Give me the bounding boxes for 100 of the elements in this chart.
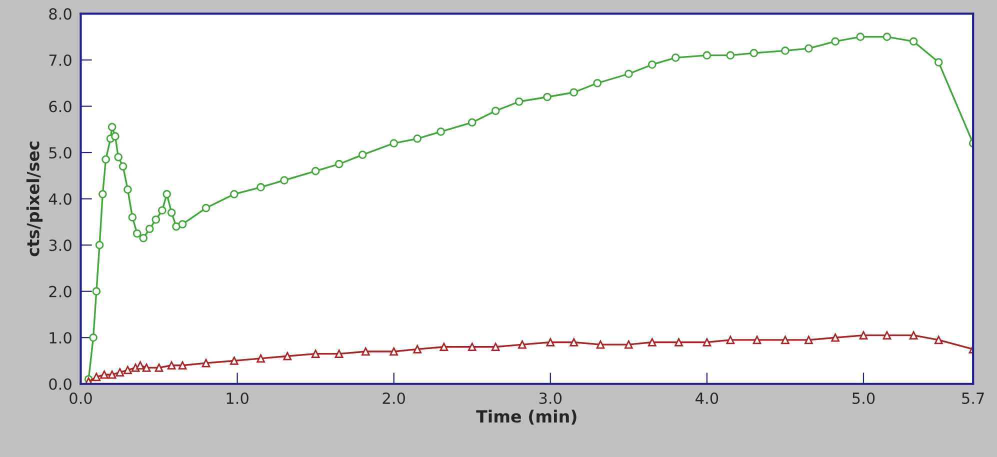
point bbox=[624, 70, 633, 78]
y-tick-label: 5.0 bbox=[49, 146, 72, 159]
x-tick-label: 5.7 bbox=[962, 392, 984, 404]
point bbox=[280, 176, 288, 184]
point bbox=[702, 51, 712, 60]
point bbox=[100, 370, 108, 379]
y-tick-label: 0.0 bbox=[49, 378, 72, 390]
point bbox=[152, 215, 160, 224]
point bbox=[116, 368, 124, 376]
point bbox=[390, 347, 398, 356]
x-tick-label: 1.0 bbox=[226, 392, 248, 404]
y-tick-label: 4.0 bbox=[48, 193, 72, 205]
point bbox=[108, 122, 116, 132]
point bbox=[358, 150, 367, 160]
x-tick-label: 2.0 bbox=[382, 392, 405, 404]
y-tick-label: 6.0 bbox=[49, 100, 72, 112]
point bbox=[167, 361, 176, 370]
point bbox=[230, 356, 238, 365]
point bbox=[145, 224, 154, 234]
y-tick-label: 8.0 bbox=[49, 8, 72, 20]
point bbox=[172, 222, 180, 231]
x-tick-label: 0.0 bbox=[70, 392, 92, 404]
point bbox=[142, 364, 151, 372]
point bbox=[750, 48, 758, 58]
point bbox=[167, 208, 176, 217]
point bbox=[856, 32, 865, 42]
point bbox=[648, 338, 656, 346]
point bbox=[859, 331, 868, 340]
y-tick-label: 3.0 bbox=[49, 240, 72, 252]
point bbox=[114, 152, 122, 162]
point bbox=[311, 350, 320, 358]
point bbox=[92, 372, 101, 382]
point bbox=[89, 333, 98, 342]
point bbox=[702, 338, 712, 346]
point bbox=[162, 190, 172, 198]
point bbox=[128, 213, 137, 222]
point bbox=[804, 44, 813, 53]
point bbox=[593, 78, 602, 88]
point bbox=[92, 287, 101, 296]
point bbox=[436, 128, 445, 136]
point bbox=[671, 54, 680, 62]
point bbox=[139, 234, 148, 242]
point bbox=[546, 338, 555, 346]
point bbox=[178, 361, 187, 370]
point bbox=[752, 336, 762, 344]
point bbox=[596, 340, 605, 349]
point bbox=[514, 97, 524, 106]
point bbox=[95, 240, 104, 250]
point bbox=[543, 92, 552, 102]
point bbox=[726, 336, 735, 344]
point bbox=[781, 336, 790, 344]
point bbox=[154, 364, 164, 372]
point bbox=[158, 206, 166, 215]
point bbox=[230, 190, 238, 198]
point bbox=[390, 139, 398, 148]
point bbox=[362, 347, 370, 356]
point bbox=[909, 37, 918, 46]
point bbox=[178, 220, 187, 228]
point bbox=[674, 338, 683, 346]
point bbox=[648, 60, 656, 69]
point bbox=[570, 88, 578, 97]
point bbox=[283, 352, 292, 360]
x-tick-label: 4.0 bbox=[696, 392, 718, 404]
point bbox=[311, 166, 320, 176]
point bbox=[882, 331, 892, 340]
y-tick-label: 7.0 bbox=[49, 54, 72, 66]
point bbox=[570, 338, 578, 346]
point bbox=[102, 155, 110, 164]
point bbox=[334, 160, 344, 168]
x-axis-title: Time (min) bbox=[476, 410, 576, 425]
y-tick-label: 2.0 bbox=[49, 286, 72, 298]
point bbox=[413, 134, 422, 143]
point bbox=[491, 342, 500, 352]
y-tick-label: 1.0 bbox=[50, 332, 72, 344]
point bbox=[111, 132, 120, 140]
point bbox=[934, 336, 943, 344]
point bbox=[781, 46, 790, 55]
point bbox=[202, 358, 210, 368]
point bbox=[256, 354, 265, 363]
point bbox=[136, 361, 144, 370]
point bbox=[118, 162, 128, 171]
point bbox=[124, 185, 132, 194]
point bbox=[882, 32, 892, 42]
point bbox=[202, 204, 210, 212]
x-tick-label: 5.0 bbox=[852, 392, 875, 404]
point bbox=[334, 350, 344, 358]
point bbox=[491, 106, 500, 116]
point bbox=[256, 183, 265, 192]
point bbox=[624, 340, 633, 349]
point bbox=[518, 340, 526, 349]
point bbox=[98, 190, 107, 198]
point bbox=[440, 342, 448, 352]
point bbox=[909, 331, 918, 340]
point bbox=[413, 345, 422, 354]
point bbox=[934, 58, 943, 66]
point bbox=[468, 118, 476, 127]
point bbox=[132, 229, 142, 238]
point bbox=[124, 366, 132, 374]
point bbox=[468, 342, 476, 352]
point bbox=[804, 336, 813, 344]
